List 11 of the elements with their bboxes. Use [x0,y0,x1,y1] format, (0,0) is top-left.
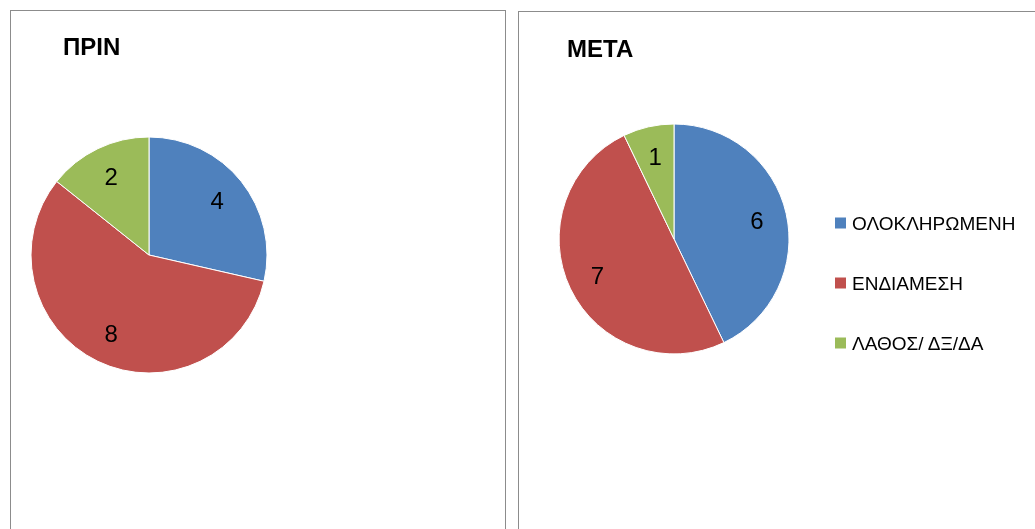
data-label: 8 [104,320,118,348]
data-label: 1 [648,142,662,170]
legend-label: ΟΛΟΚΛΗΡΩΜΕΝΗ [852,212,1016,234]
legend-label: ΕΝΔΙΑΜΕΣΗ [852,272,964,294]
data-label: 7 [590,262,605,290]
data-label: 4 [210,187,224,215]
data-label: 6 [750,206,764,234]
data-label: 2 [104,162,118,190]
chart-title: ΜΕΤΑ [567,34,634,62]
legend-label: ΛΑΘΟΣ/ ΔΞ/ΔΑ [852,332,984,354]
chart-title: ΠΡΙΝ [63,32,121,60]
